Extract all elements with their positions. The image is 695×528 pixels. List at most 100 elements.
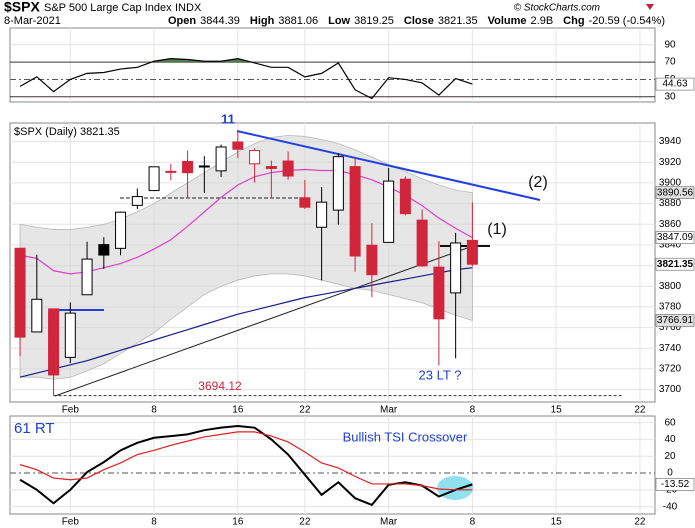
y-tick-label: 3700 [659,384,682,395]
candle-body [14,247,26,338]
quote-value: 3881.06 [278,15,318,27]
highlight [437,476,473,500]
x-tick-label: 8 [470,517,476,528]
quote-value: 3844.39 [200,15,240,27]
end-label-box [655,231,695,244]
line [19,58,473,100]
y-tick-label: 3880 [659,198,682,209]
candle-body [98,244,110,256]
candle-body [249,150,261,165]
y-tick-label: 3900 [659,178,682,189]
y-tick-label: 0 [667,468,673,479]
y-tick-label: 3940 [659,136,682,147]
candle-body [265,166,277,169]
x-tick-label: Feb [62,517,80,528]
candle-body [115,211,127,249]
quote-value: 3821.35 [438,15,478,27]
end-label: 3766.91 [657,315,694,326]
candle-body [31,298,43,333]
line [19,267,473,378]
candle-body [349,166,361,257]
quote-label: Volume [488,15,527,27]
candle-body [148,166,160,192]
y-tick-label: 30 [664,91,676,102]
end-label-box [655,77,695,91]
candle-body [332,156,344,211]
end-label-box [655,478,695,491]
candle-body [416,219,428,267]
x-tick-label: 22 [634,405,646,416]
x-tick-label: 8 [470,405,476,416]
x-tick-label: 22 [299,405,311,416]
y-tick-label: 40 [664,434,676,445]
index-name: S&P 500 Large Cap Index [44,2,172,14]
quote-label: High [250,15,275,27]
x-tick-label: 8 [151,517,157,528]
candle-body [198,165,210,168]
symbol: $SPX [4,0,40,15]
candle-body [450,242,462,294]
x-tick-label: 8 [151,405,157,416]
end-label: 3890.56 [657,187,694,198]
y-tick-label: 90 [664,39,676,50]
end-label: 3821.35 [657,259,694,270]
y-tick-label: 3740 [659,343,682,354]
candle-body [366,244,378,276]
line [19,168,473,275]
x-tick-label: Feb [62,405,80,416]
annotation: 11 [221,111,235,126]
end-label-box [655,186,695,199]
annotation: (2) [528,174,548,191]
candle-body [282,160,294,177]
panel: 3050709044.63 [10,28,695,102]
annotation: 61 RT [14,420,55,437]
resistance-line [236,130,541,201]
x-tick-label: Mar [380,517,398,528]
quote: Open 3844.39 High 3881.06 Low 3819.25 Close 382… [168,15,665,27]
down-arrow [646,4,654,10]
x-tick-label: Mar [380,405,398,416]
candle-body [215,146,227,172]
credit: © StockCharts.com [514,3,600,14]
candle-body [399,178,411,215]
end-label: 3847.09 [657,232,694,243]
quote-value: -20.59 (-0.54%) [589,15,665,27]
x-tick-label: 22 [634,517,646,528]
quote-label: Chg [563,15,584,27]
low-label: 3694.12 [198,379,242,393]
y-tick-label: 3860 [659,219,682,230]
candle-body [383,180,395,243]
date: 8-Mar-2021 [4,15,61,27]
y-tick-label: 3800 [659,281,682,292]
candle-body [165,170,177,173]
rsi-frame [9,27,656,103]
x-tick-label: 22 [299,517,311,528]
y-tick-label: 60 [664,417,676,428]
candle-body [182,160,194,174]
candle-body [316,201,328,228]
quote-value: 3819.25 [354,15,394,27]
candle-body [299,197,311,208]
quote-value: 2.9B [531,15,554,27]
candle-body [466,239,478,265]
end-label: -13.52 [661,479,690,490]
quote-label: Low [328,15,350,27]
y-tick-label: 3720 [659,364,682,375]
y-tick-label: 70 [664,57,676,68]
annotation: 23 LT ? [419,367,462,382]
annotation: Bullish TSI Crossover [343,429,468,444]
exchange: INDX [175,2,202,14]
end-label: 44.63 [662,79,687,90]
support-line [54,246,471,397]
tsi-frame [9,415,656,515]
x-tick-label: 15 [551,517,563,528]
candle-body [64,312,76,358]
line [19,431,473,491]
legend: $SPX (Daily) 3821.35 [14,126,120,138]
candle-body [48,308,60,376]
y-tick-label: 3840 [659,240,682,251]
panel: 3700372037403760378038003820384038603880… [10,111,695,416]
x-tick-label: 16 [232,405,244,416]
